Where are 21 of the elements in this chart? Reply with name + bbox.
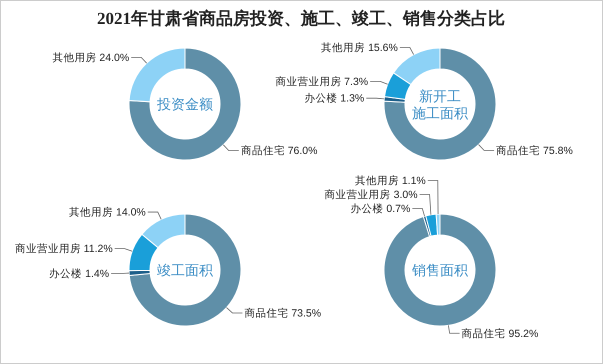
text: 竣工面积 bbox=[157, 262, 213, 278]
text: 销售面积 bbox=[411, 262, 468, 278]
slice-label: 其他用房 1.1% bbox=[354, 174, 426, 187]
slice-label: 其他用房 15.6% bbox=[321, 41, 398, 54]
slice-label: 商业营业用房 11.2% bbox=[14, 242, 113, 256]
slice-label: 商品住宅 75.8% bbox=[496, 144, 573, 157]
slice-label: 商业营业用房 7.3% bbox=[275, 74, 368, 88]
slice-label: 其他用房 24.0% bbox=[52, 50, 130, 64]
text: 投资金额 bbox=[156, 96, 213, 112]
slice-label: 办公楼 1.3% bbox=[304, 92, 364, 105]
slice-label: 商品住宅 73.5% bbox=[244, 306, 322, 320]
donut-slice bbox=[128, 48, 242, 160]
slice-label: 商品住宅 95.2% bbox=[462, 326, 538, 340]
slice-label: 商业营业用房 3.0% bbox=[324, 188, 418, 201]
slice-label: 办公楼 0.7% bbox=[350, 202, 410, 215]
slice-label: 商品住宅 76.0% bbox=[240, 144, 318, 158]
donut-slice bbox=[384, 214, 496, 326]
chart-title: 2021年甘肃省商品房投资、施工、竣工、销售分类占比 bbox=[97, 9, 505, 28]
slice-label: 其他用房 14.0% bbox=[69, 206, 146, 219]
slice-label: 办公楼 1.4% bbox=[49, 267, 110, 280]
text: 新开工施工面积 bbox=[412, 88, 468, 121]
